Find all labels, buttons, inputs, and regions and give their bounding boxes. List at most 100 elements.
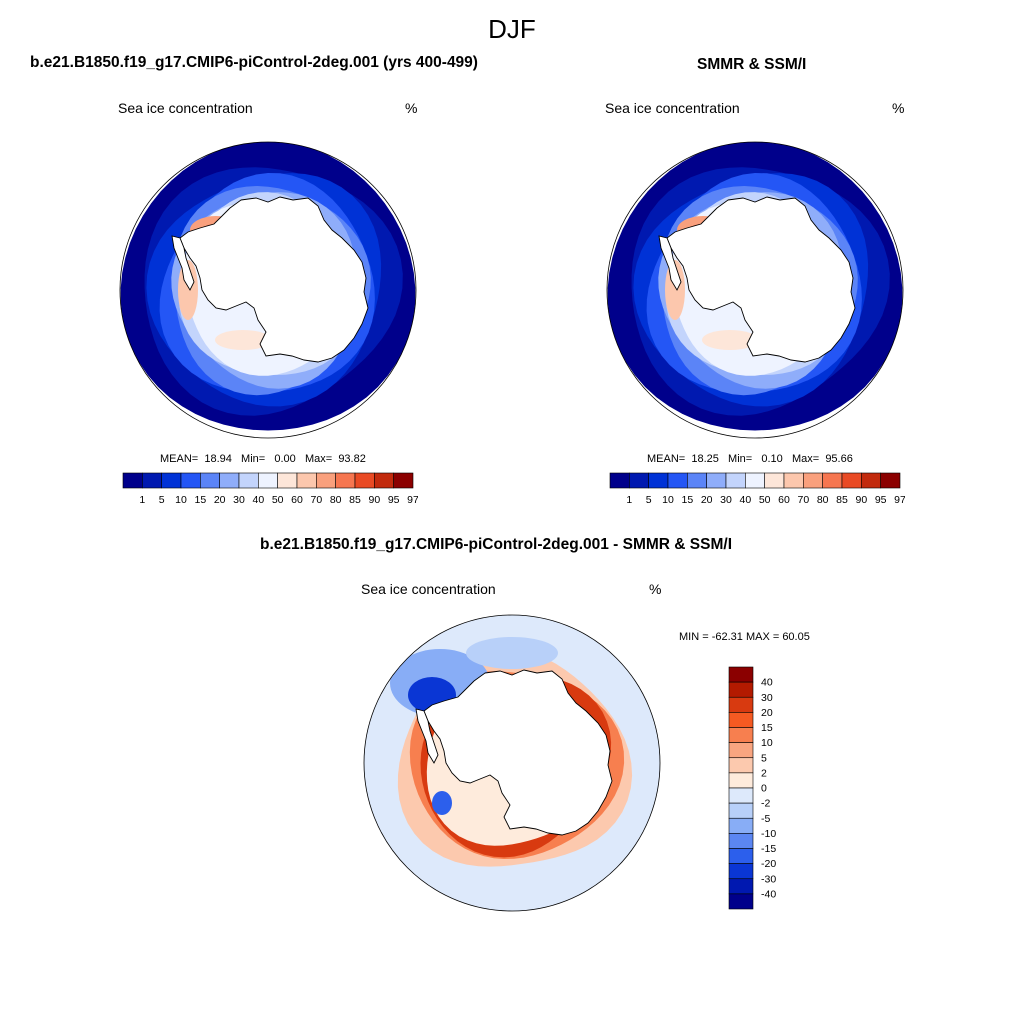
panel3-neg-north xyxy=(466,637,558,669)
panel2-colorbar-label-8: 60 xyxy=(778,494,790,506)
panel1-max-label: Max= xyxy=(304,453,333,465)
panel1-stats: MEAN= 18.94 Min= 0.00 Max= 93.82 xyxy=(160,453,366,465)
panel2-colorbar-label-1: 5 xyxy=(646,494,652,506)
panel3-colorbar-box-5 xyxy=(728,742,754,759)
panel1-colorbar-box-3 xyxy=(180,472,201,489)
panel1-colorbar-box-14 xyxy=(393,472,414,489)
panel3-colorbar-box-6 xyxy=(728,757,754,774)
panel1-colorbar-label-12: 90 xyxy=(368,494,380,506)
panel3-colorbar-label-14: -40 xyxy=(761,888,776,900)
panel3-units: % xyxy=(649,581,662,597)
panel2-colorbar-label-4: 20 xyxy=(701,494,713,506)
panel2-colorbar-box-12 xyxy=(841,472,862,489)
panel3-colorbar-label-13: -30 xyxy=(761,873,776,885)
panel2-colorbar-box-13 xyxy=(861,472,881,489)
panel1-colorbar-box-12 xyxy=(354,472,375,489)
panel3-colorbar-label-6: 2 xyxy=(761,767,767,779)
panel1-colorbar-label-1: 5 xyxy=(159,494,165,506)
panel2-min-value: 0.10 xyxy=(761,453,783,465)
panel1-colorbar-box-2 xyxy=(161,472,182,489)
panel2-colorbar-box-7 xyxy=(745,472,765,489)
panel2-colorbar-box-9 xyxy=(783,472,804,489)
panel1-colorbar-label-2: 10 xyxy=(175,494,187,506)
panel3-colorbar-label-10: -10 xyxy=(761,828,776,840)
panel3-antarctica-coast xyxy=(423,669,613,836)
panel3-subtitle: Sea ice concentration xyxy=(361,581,496,597)
panel3-colorbar-box-7 xyxy=(728,772,754,789)
panel1-colorbar-box-1 xyxy=(142,472,162,489)
panel2-colorbar-label-2: 10 xyxy=(662,494,674,506)
panel1-colorbar-box-13 xyxy=(374,472,394,489)
panel1-colorbar-label-9: 70 xyxy=(310,494,322,506)
panel1-min-label: Min= xyxy=(241,453,266,465)
panel3-colorbar-box-9 xyxy=(728,802,754,819)
panel1-colorbar-label-5: 30 xyxy=(233,494,245,506)
panel1-antarctica-coast xyxy=(179,196,369,363)
panel1-mean-label: MEAN= xyxy=(160,453,199,465)
panel2-colorbar-label-11: 85 xyxy=(836,494,848,506)
panel3-colorbar-box-1 xyxy=(728,681,754,698)
panel2-max-label: Max= xyxy=(791,453,820,465)
panel3-colorbar-box-14 xyxy=(728,878,754,895)
panel3-colorbar-label-4: 10 xyxy=(761,737,773,749)
panel1-colorbar-box-5 xyxy=(219,472,240,489)
panel2-colorbar-label-9: 70 xyxy=(797,494,809,506)
panel1-colorbar-box-7 xyxy=(258,472,278,489)
panel2-colorbar-label-3: 15 xyxy=(681,494,693,506)
panel3-colorbar-label-9: -5 xyxy=(761,813,770,825)
panel3-colorbar-label-3: 15 xyxy=(761,722,773,734)
panel1-colorbar-box-11 xyxy=(335,472,356,489)
panel1-colorbar-box-6 xyxy=(238,472,259,489)
panel2-colorbar-box-1 xyxy=(629,472,649,489)
panel1-mean-value: 18.94 xyxy=(204,453,232,465)
panel3-colorbar-box-13 xyxy=(728,863,754,880)
panel3-colorbar-box-2 xyxy=(728,696,754,713)
panel3-title: b.e21.B1850.f19_g17.CMIP6-piControl-2deg… xyxy=(260,536,733,553)
panel1-map xyxy=(119,141,417,439)
panel2-peninsula-coast xyxy=(658,235,682,291)
panel1-colorbar-label-10: 80 xyxy=(330,494,342,506)
panel1-colorbar-label-8: 60 xyxy=(291,494,303,506)
panel1-ross-ice xyxy=(215,330,271,350)
panel1-colorbar-box-4 xyxy=(200,472,220,489)
panel3-colorbar-label-5: 5 xyxy=(761,752,767,764)
panel3-neg-spot xyxy=(432,791,452,815)
panel1-colorbar-label-14: 97 xyxy=(407,494,418,506)
panel1-subtitle: Sea ice concentration xyxy=(118,100,253,116)
panel2-title: SMMR & SSM/I xyxy=(697,56,807,73)
panel1-units: % xyxy=(405,100,418,116)
panel2-min-label: Min= xyxy=(728,453,753,465)
panel2-colorbar-box-4 xyxy=(687,472,707,489)
panel1-colorbar-box-9 xyxy=(296,472,317,489)
panel3-colorbar-box-3 xyxy=(728,712,754,728)
panel3-min-max: MIN = -62.31 MAX = 60.05 xyxy=(679,631,810,643)
panel2-mean-value: 18.25 xyxy=(691,453,719,465)
panel1-min-value: 0.00 xyxy=(274,453,296,465)
panel2-ross-ice xyxy=(702,330,758,350)
panel1-peninsula-coast xyxy=(171,235,195,291)
panel1-title: b.e21.B1850.f19_g17.CMIP6-piControl-2deg… xyxy=(30,54,478,71)
panel3-colorbar-label-2: 20 xyxy=(761,707,773,719)
panel2-colorbar-box-10 xyxy=(803,472,823,489)
panel2-colorbar-box-6 xyxy=(725,472,746,489)
panel3-map-boundary xyxy=(363,614,661,912)
panel1-max-value: 93.82 xyxy=(338,453,366,465)
panel3-colorbar-label-7: 0 xyxy=(761,783,767,795)
panel2-mean-label: MEAN= xyxy=(647,453,686,465)
panel2-map xyxy=(606,141,904,439)
panel3-colorbar-box-12 xyxy=(728,848,754,864)
panel1-colorbar-label-11: 85 xyxy=(349,494,361,506)
panel2-subtitle: Sea ice concentration xyxy=(605,100,740,116)
panel2-colorbar-box-3 xyxy=(667,472,688,489)
panel2-stats: MEAN= 18.25 Min= 0.10 Max= 95.66 xyxy=(647,453,853,465)
panel2-max-value: 95.66 xyxy=(825,453,853,465)
panel1-colorbar-label-0: 1 xyxy=(139,494,145,506)
panel1-colorbar-box-10 xyxy=(316,472,336,489)
panel3-colorbar-box-15 xyxy=(728,893,754,910)
panel1-map-boundary xyxy=(119,141,417,439)
panel2-colorbar-box-11 xyxy=(822,472,843,489)
panel3-colorbar-label-1: 30 xyxy=(761,692,773,704)
panel3-colorbar-label-12: -20 xyxy=(761,858,776,870)
panel2-colorbar-label-7: 50 xyxy=(759,494,771,506)
panel1-colorbar-label-13: 95 xyxy=(388,494,400,506)
